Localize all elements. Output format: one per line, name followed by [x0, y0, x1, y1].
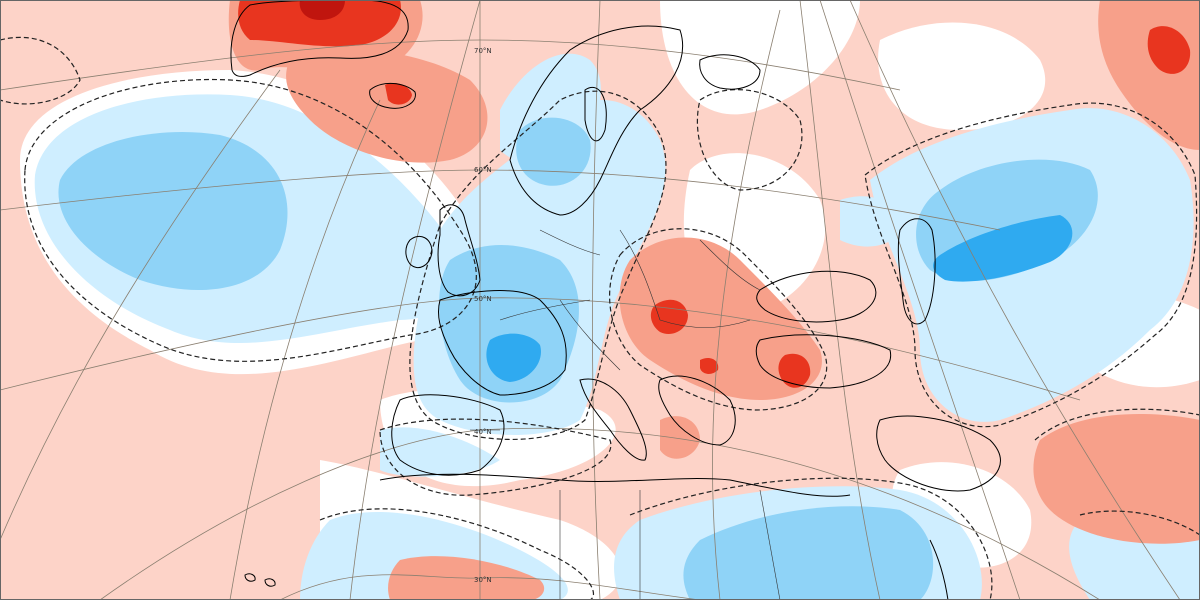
strong-negative-anomaly-areas: [486, 215, 1073, 382]
latitude-labels: 70°N 60°N 50°N 40°N 30°N: [474, 47, 492, 584]
lat-label-50n: 50°N: [474, 295, 492, 303]
lat-label-60n: 60°N: [474, 166, 492, 174]
coastlines: [230, 0, 1001, 600]
zero-anomaly-contours: [0, 36, 1200, 600]
lat-label-70n: 70°N: [474, 47, 492, 55]
strong-positive-anomaly-areas: [238, 0, 1191, 388]
lat-label-40n: 40°N: [474, 428, 492, 436]
lat-label-30n: 30°N: [474, 576, 492, 584]
negative-anomaly-areas: [58, 117, 1098, 600]
political-borders: [470, 229, 781, 600]
very-strong-positive-anomaly-areas: [299, 0, 345, 20]
